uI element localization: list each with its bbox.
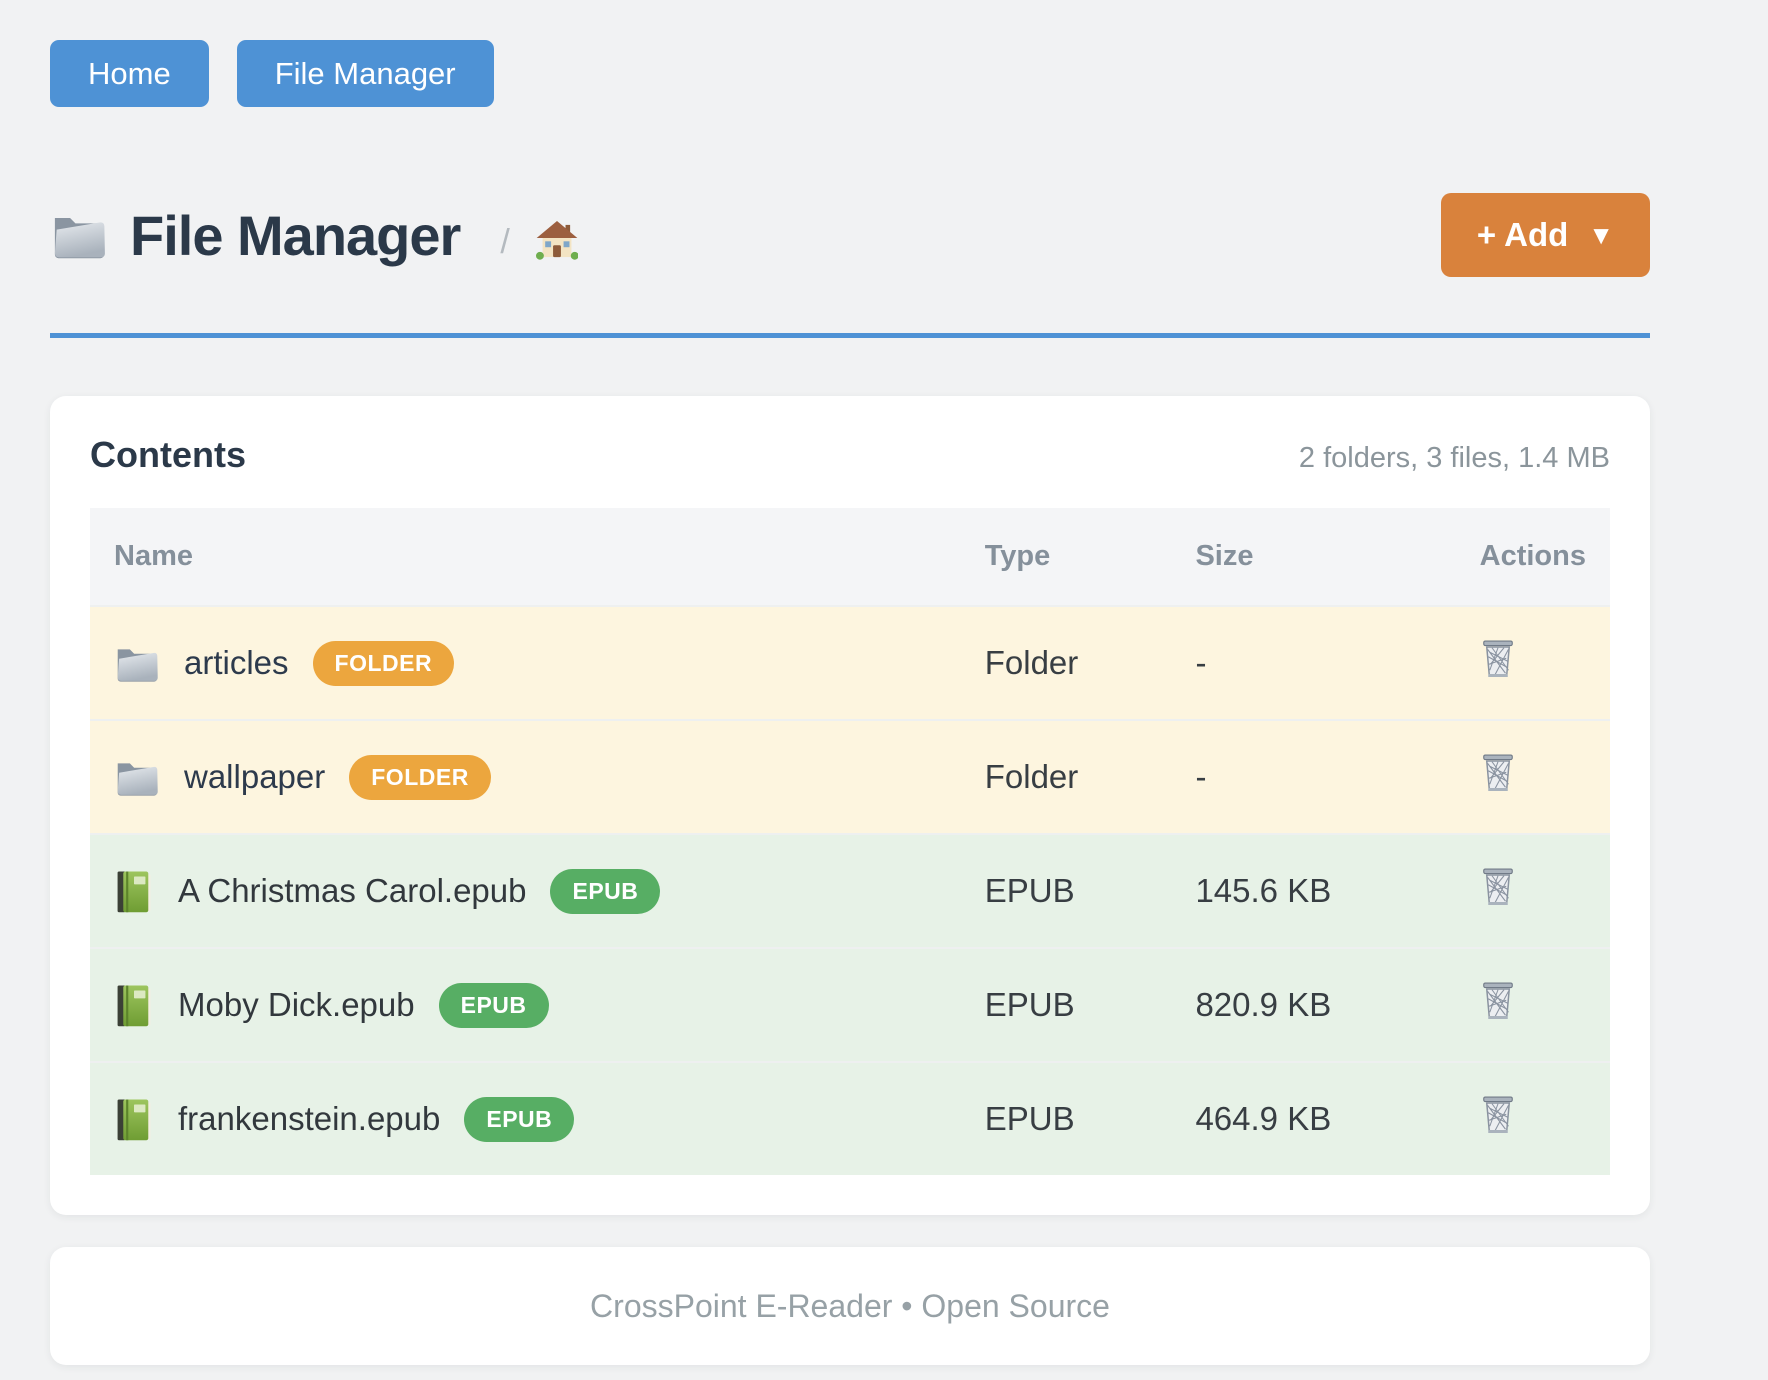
contents-card: Contents 2 folders, 3 files, 1.4 MB Name… bbox=[50, 396, 1650, 1215]
type-badge: FOLDER bbox=[312, 640, 455, 686]
footer-text: CrossPoint E-Reader • Open Source bbox=[590, 1287, 1110, 1324]
contents-heading: Contents bbox=[90, 434, 246, 475]
type-badge: EPUB bbox=[550, 868, 661, 914]
trash-icon bbox=[1480, 638, 1516, 680]
type-badge: EPUB bbox=[464, 1096, 575, 1142]
trash-icon bbox=[1480, 752, 1516, 794]
book-icon bbox=[114, 982, 154, 1029]
delete-button[interactable] bbox=[1480, 866, 1516, 908]
file-manager-button[interactable]: File Manager bbox=[236, 40, 494, 107]
file-type: EPUB bbox=[984, 872, 1075, 909]
file-type-icon bbox=[114, 982, 154, 1029]
type-badge: EPUB bbox=[438, 982, 549, 1028]
delete-button[interactable] bbox=[1480, 638, 1516, 680]
book-icon bbox=[114, 868, 154, 915]
house-icon[interactable] bbox=[536, 220, 578, 260]
trash-icon bbox=[1480, 980, 1516, 1022]
trash-icon bbox=[1480, 866, 1516, 908]
chevron-down-icon: ▼ bbox=[1588, 219, 1614, 250]
file-name[interactable]: wallpaper bbox=[184, 758, 326, 795]
file-name[interactable]: Moby Dick.epub bbox=[178, 986, 415, 1023]
add-button-label: + Add bbox=[1476, 216, 1569, 253]
file-type-icon bbox=[114, 1096, 154, 1143]
add-button[interactable]: + Add ▼ bbox=[1440, 193, 1650, 277]
folder-icon bbox=[114, 643, 160, 683]
card-header: Contents 2 folders, 3 files, 1.4 MB bbox=[90, 434, 1610, 476]
file-size: - bbox=[1195, 644, 1207, 681]
book-icon bbox=[114, 1096, 154, 1143]
folder-icon bbox=[50, 210, 108, 260]
file-type: Folder bbox=[984, 758, 1079, 795]
page-title: File Manager bbox=[130, 203, 461, 267]
table-row[interactable]: wallpaper FOLDER Folder - bbox=[90, 720, 1610, 834]
table-row[interactable]: Moby Dick.epub EPUB EPUB 820.9 KB bbox=[90, 948, 1610, 1062]
file-name[interactable]: articles bbox=[184, 644, 289, 681]
column-header-actions: Actions bbox=[1455, 508, 1610, 606]
file-size: - bbox=[1195, 758, 1207, 795]
file-table: Name Type Size Actions articles FOLDER F… bbox=[90, 508, 1610, 1175]
file-size: 820.9 KB bbox=[1195, 986, 1332, 1023]
column-header-type: Type bbox=[960, 508, 1172, 606]
trash-icon bbox=[1480, 1094, 1516, 1136]
delete-button[interactable] bbox=[1480, 980, 1516, 1022]
table-row[interactable]: articles FOLDER Folder - bbox=[90, 606, 1610, 720]
delete-button[interactable] bbox=[1480, 752, 1516, 794]
folder-icon bbox=[114, 757, 160, 797]
delete-button[interactable] bbox=[1480, 1094, 1516, 1136]
file-size: 145.6 KB bbox=[1195, 872, 1332, 909]
column-header-size: Size bbox=[1171, 508, 1456, 606]
table-row[interactable]: frankenstein.epub EPUB EPUB 464.9 KB bbox=[90, 1062, 1610, 1175]
top-nav: Home File Manager bbox=[50, 40, 1650, 107]
file-type-icon bbox=[114, 868, 154, 915]
page: Home File Manager File Manager / + Add ▼… bbox=[50, 0, 1650, 1365]
column-header-name: Name bbox=[90, 508, 961, 606]
table-body: articles FOLDER Folder - wallpaper FOLDE… bbox=[90, 606, 1610, 1175]
file-type: EPUB bbox=[984, 1100, 1075, 1137]
title-group: File Manager / bbox=[50, 203, 1441, 268]
file-name[interactable]: A Christmas Carol.epub bbox=[178, 872, 527, 909]
file-name[interactable]: frankenstein.epub bbox=[178, 1100, 441, 1137]
file-type-icon bbox=[114, 757, 160, 797]
title-divider bbox=[50, 333, 1650, 338]
contents-summary: 2 folders, 3 files, 1.4 MB bbox=[1298, 442, 1610, 474]
type-badge: FOLDER bbox=[349, 754, 491, 800]
page-header: File Manager / + Add ▼ bbox=[50, 193, 1650, 277]
breadcrumb-separator: / bbox=[500, 222, 510, 261]
file-size: 464.9 KB bbox=[1195, 1100, 1332, 1137]
file-type: Folder bbox=[984, 644, 1079, 681]
footer-card: CrossPoint E-Reader • Open Source bbox=[50, 1247, 1650, 1365]
table-row[interactable]: A Christmas Carol.epub EPUB EPUB 145.6 K… bbox=[90, 834, 1610, 948]
file-type-icon bbox=[114, 643, 160, 683]
file-type: EPUB bbox=[984, 986, 1075, 1023]
table-header-row: Name Type Size Actions bbox=[90, 508, 1610, 606]
home-button[interactable]: Home bbox=[50, 40, 209, 107]
